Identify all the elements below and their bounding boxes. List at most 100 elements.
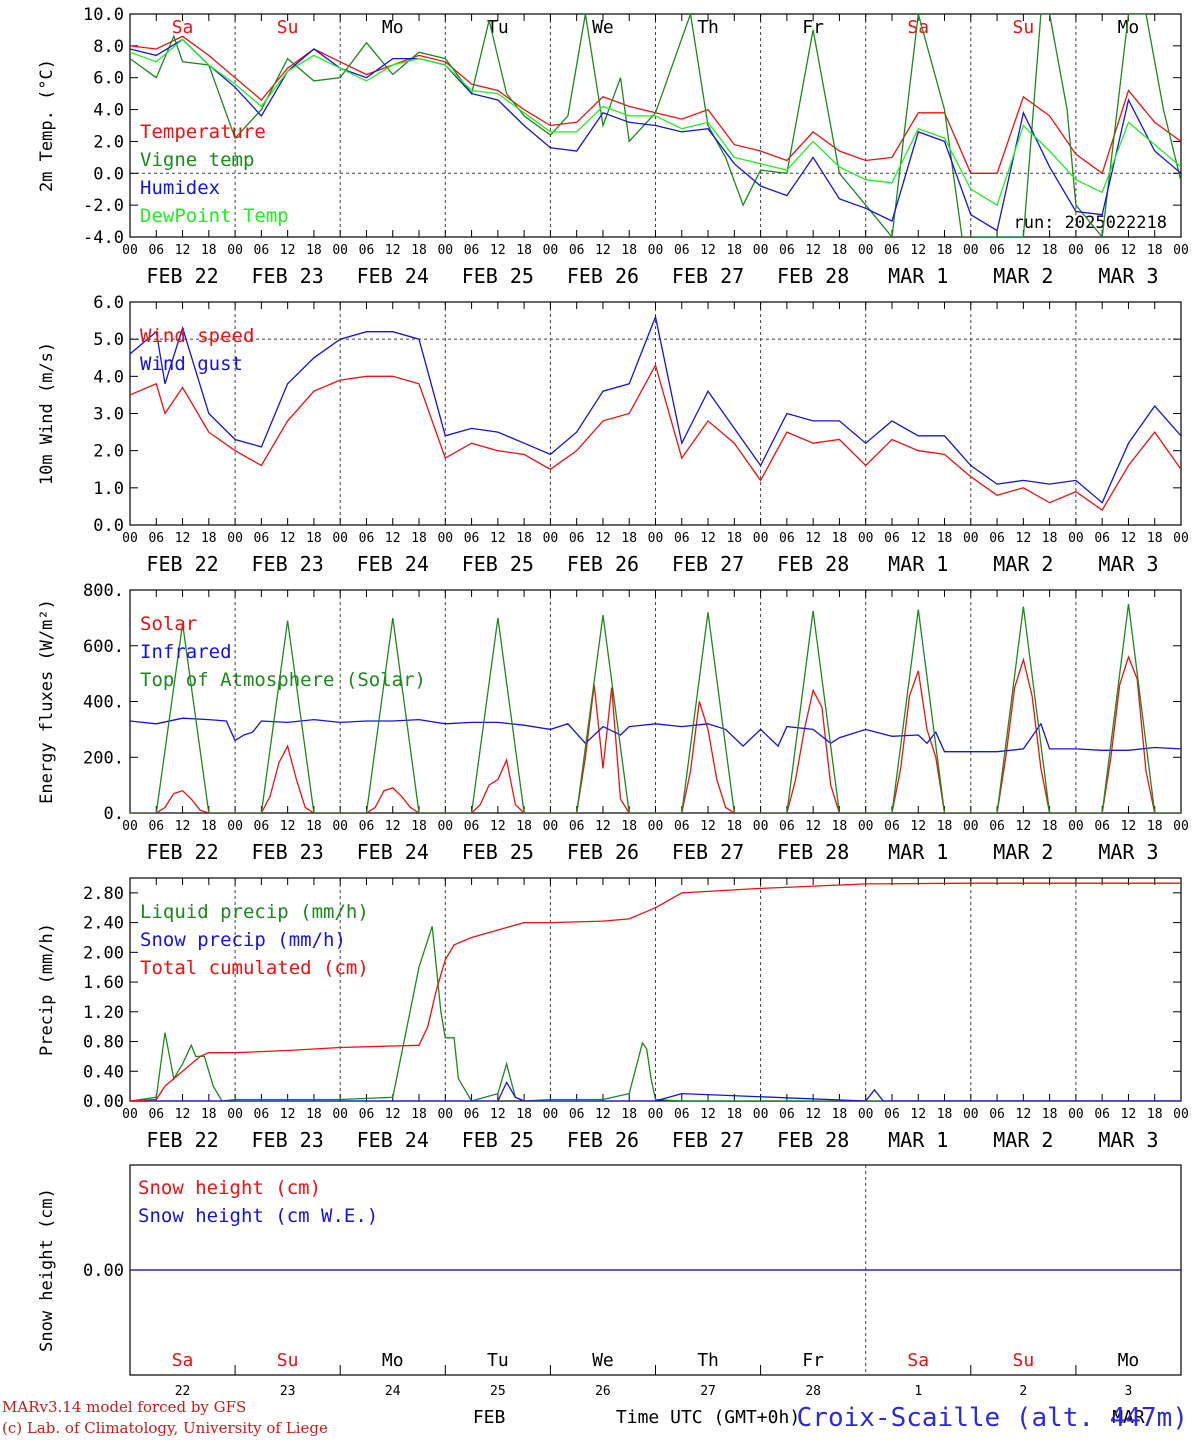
x-tick-label: 00 — [122, 819, 138, 834]
x-date-label: MAR 1 — [888, 264, 948, 288]
x-tick-label: 00 — [858, 243, 874, 258]
x-tick-label: 06 — [779, 1107, 795, 1122]
x-tick-label: 18 — [201, 1107, 217, 1122]
x-tick-label: 00 — [437, 1107, 453, 1122]
x-tick-label: 12 — [1016, 1107, 1032, 1122]
x-tick-label: 00 — [963, 819, 979, 834]
x-tick-label: 06 — [359, 1107, 375, 1122]
x-tick-label: 12 — [385, 819, 401, 834]
x-tick-label: 12 — [175, 243, 191, 258]
x-tick-label: 00 — [1068, 819, 1084, 834]
x-tick-label: 12 — [490, 819, 506, 834]
x-date-label: FEB 22 — [146, 264, 218, 288]
x-tick-label: 00 — [963, 1107, 979, 1122]
y-tick-label: 2.80 — [83, 884, 124, 904]
x-tick-label: 06 — [569, 243, 585, 258]
x-date-label: FEB 28 — [777, 1128, 849, 1152]
x-date-label: FEB 27 — [672, 1128, 744, 1152]
x-tick-label: 06 — [464, 243, 480, 258]
series-vigne-temp — [130, 14, 1181, 237]
x-tick-label: 18 — [411, 1107, 427, 1122]
x-date-label: FEB 25 — [462, 1128, 534, 1152]
x-tick-label: 18 — [201, 243, 217, 258]
x-tick-label: 18 — [1147, 1107, 1163, 1122]
y-tick-label: 2.0 — [93, 132, 124, 152]
x-tick-label: 00 — [648, 1107, 664, 1122]
x-tick-label: 18 — [621, 1107, 637, 1122]
series-solar — [130, 654, 1181, 813]
x-tick-label: 06 — [359, 819, 375, 834]
x-tick-label: 06 — [989, 243, 1005, 258]
legend-entry: Top of Atmosphere (Solar) — [140, 669, 426, 691]
x-tick-label: 12 — [385, 243, 401, 258]
x-date-label: FEB 27 — [672, 840, 744, 864]
x-tick-label: 06 — [148, 1107, 164, 1122]
legend-entry: Infrared — [140, 641, 232, 663]
x-tick-label: 06 — [674, 531, 690, 546]
x-tick-label: 06 — [1094, 819, 1110, 834]
x-tick-label: 12 — [280, 243, 296, 258]
y-tick-label: 0.00 — [83, 1092, 124, 1112]
x-tick-label: 18 — [306, 531, 322, 546]
x-tick-label: 06 — [148, 819, 164, 834]
x-tick-label: 18 — [832, 819, 848, 834]
y-tick-label: 600. — [83, 637, 124, 657]
x-tick-label: 18 — [411, 531, 427, 546]
x-date-label: FEB 23 — [252, 1128, 324, 1152]
x-tick-label: 18 — [832, 531, 848, 546]
x-tick-label: 00 — [1173, 531, 1189, 546]
x-date-label: FEB 23 — [252, 840, 324, 864]
x-date-label: MAR 1 — [888, 1128, 948, 1152]
legend-entry: Liquid precip (mm/h) — [140, 901, 369, 923]
x-date-label: MAR 2 — [993, 552, 1053, 576]
x-date-label: MAR 3 — [1098, 1128, 1158, 1152]
y-tick-label: 0.0 — [93, 516, 124, 536]
x-date-label: FEB 25 — [462, 552, 534, 576]
weekday-label: Su — [277, 17, 299, 38]
y-tick-label: -4.0 — [83, 228, 124, 248]
x-tick-label: 18 — [937, 531, 953, 546]
x-date-label: MAR 3 — [1098, 264, 1158, 288]
x-tick-label: 06 — [359, 243, 375, 258]
x-tick-label: 12 — [490, 531, 506, 546]
x-tick-label: 18 — [411, 819, 427, 834]
x-tick-label: 18 — [516, 243, 532, 258]
day-number-label: 1 — [914, 1384, 922, 1399]
x-tick-label: 00 — [543, 243, 559, 258]
y-tick-label: -2.0 — [83, 196, 124, 216]
y-tick-label: 400. — [83, 693, 124, 713]
x-tick-label: 18 — [516, 1107, 532, 1122]
x-tick-label: 18 — [937, 243, 953, 258]
x-tick-label: 00 — [753, 1107, 769, 1122]
x-tick-label: 12 — [175, 1107, 191, 1122]
y-tick-label: 1.20 — [83, 1003, 124, 1023]
x-tick-label: 18 — [621, 819, 637, 834]
legend-entry: Total cumulated (cm) — [140, 957, 369, 979]
series-total-cumulated-cm- — [130, 882, 1181, 1101]
x-tick-label: 00 — [437, 819, 453, 834]
weekday-label: Sa — [907, 17, 929, 38]
x-tick-label: 18 — [832, 1107, 848, 1122]
x-tick-label: 00 — [753, 819, 769, 834]
series-humidex — [130, 38, 1181, 232]
x-tick-label: 00 — [858, 819, 874, 834]
y-tick-label: 0.80 — [83, 1033, 124, 1053]
day-number-label: 3 — [1125, 1384, 1133, 1399]
x-tick-label: 12 — [805, 531, 821, 546]
y-tick-label: 1.0 — [93, 479, 124, 499]
x-tick-label: 06 — [464, 1107, 480, 1122]
y-tick-label: 6.0 — [93, 293, 124, 313]
x-tick-label: 00 — [332, 819, 348, 834]
day-number-label: 27 — [700, 1384, 716, 1399]
x-tick-label: 00 — [227, 243, 243, 258]
weekday-label: Th — [697, 17, 719, 38]
x-tick-label: 12 — [1121, 819, 1137, 834]
y-tick-label: 0.40 — [83, 1062, 124, 1082]
legend-entry: Snow height (cm) — [138, 1177, 321, 1199]
legend-entry: Snow height (cm W.E.) — [138, 1205, 378, 1227]
day-number-label: 23 — [280, 1384, 296, 1399]
x-tick-label: 06 — [674, 243, 690, 258]
x-tick-label: 12 — [1016, 531, 1032, 546]
legend-entry: Solar — [140, 613, 197, 635]
x-date-label: FEB 23 — [252, 552, 324, 576]
